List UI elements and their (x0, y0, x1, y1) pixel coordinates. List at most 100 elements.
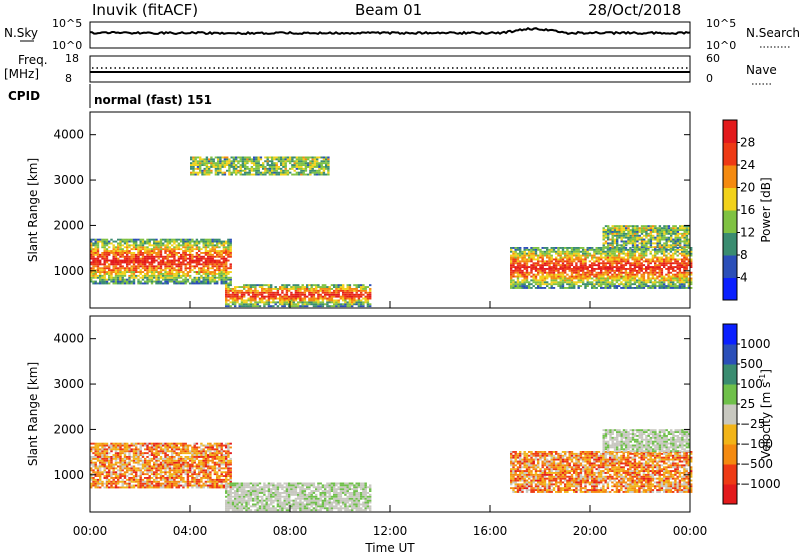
scatter-cell (596, 274, 598, 276)
scatter-cell (582, 281, 584, 283)
scatter-cell (182, 239, 184, 241)
scatter-cell (158, 243, 160, 245)
scatter-cell (200, 239, 202, 241)
scatter-cell (533, 259, 535, 261)
scatter-cell (149, 263, 151, 265)
scatter-cell (203, 262, 205, 264)
scatter-cell (279, 301, 281, 303)
scatter-cell (146, 443, 148, 445)
scatter-cell (313, 290, 315, 292)
scatter-cell (190, 172, 192, 174)
scatter-cell (551, 274, 553, 276)
scatter-cell (548, 287, 550, 289)
scatter-cell (627, 227, 629, 229)
scatter-cell (623, 268, 625, 270)
scatter-cell (306, 301, 308, 303)
scatter-cell (158, 283, 160, 285)
scatter-cell (151, 260, 153, 262)
scatter-cell (205, 252, 207, 254)
scatter-cell (625, 264, 627, 266)
scatter-cell (618, 278, 620, 280)
scatter-cell (153, 485, 155, 487)
scatter-cell (510, 266, 512, 268)
scatter-cell (360, 303, 362, 305)
scatter-cell (331, 294, 333, 296)
scatter-cell (287, 172, 289, 174)
scatter-cell (140, 248, 142, 250)
scatter-cell (329, 298, 331, 300)
scatter-cell (670, 237, 672, 239)
scatter-cell (571, 272, 573, 274)
scatter-cell (365, 292, 367, 294)
scatter-cell (234, 292, 236, 294)
scatter-cell (648, 225, 650, 227)
scatter-cell (236, 294, 238, 296)
scatter-cell (97, 443, 99, 445)
scatter-cell (672, 241, 674, 243)
scatter-cell (257, 292, 259, 294)
scatter-cell (263, 288, 265, 290)
scatter-cell (284, 300, 286, 302)
scatter-cell (155, 475, 157, 477)
scatter-cell (362, 305, 364, 307)
scatter-cell (182, 273, 184, 275)
scatter-cell (230, 305, 232, 307)
scatter-cell (149, 252, 151, 254)
scatter-cell (342, 292, 344, 294)
scatter-cell (95, 487, 97, 489)
scatter-cell (164, 246, 166, 248)
scatter-cell (250, 284, 252, 286)
scatter-cell (215, 170, 217, 172)
scatter-cell (333, 284, 335, 286)
scatter-cell (320, 286, 322, 288)
scatter-cell (115, 252, 117, 254)
scatter-cell (137, 260, 139, 262)
scatter-cell (205, 263, 207, 265)
scatter-cell (261, 300, 263, 302)
scatter-cell (654, 287, 656, 289)
scatter-cell (167, 456, 169, 458)
scatter-cell (153, 448, 155, 450)
scatter-cell (526, 262, 528, 264)
scatter-cell (113, 456, 115, 458)
scatter-cell (162, 450, 164, 452)
scatter-cell (582, 260, 584, 262)
scatter-cell (230, 281, 232, 283)
scatter-cell (261, 288, 263, 290)
scatter-cell (309, 162, 311, 164)
scatter-cell (661, 249, 663, 251)
scatter-cell (101, 279, 103, 281)
scatter-cell (668, 237, 670, 239)
scatter-cell (133, 262, 135, 264)
scatter-cell (122, 466, 124, 468)
scatter-cell (276, 172, 278, 174)
scatter-cell (656, 249, 658, 251)
scatter-cell (602, 279, 604, 281)
scatter-cell (128, 454, 130, 456)
scatter-cell (173, 252, 175, 254)
scatter-cell (126, 479, 128, 481)
scatter-cell (277, 301, 279, 303)
scatter-cell (122, 462, 124, 464)
scatter-cell (510, 276, 512, 278)
scatter-cell (259, 294, 261, 296)
scatter-cell (641, 233, 643, 235)
scatter-cell (155, 448, 157, 450)
scatter-cell (578, 259, 580, 261)
scatter-cell (629, 283, 631, 285)
scatter-cell (209, 256, 211, 258)
scatter-cell (284, 288, 286, 290)
scatter-cell (282, 158, 284, 160)
scatter-cell (344, 288, 346, 290)
scatter-cell (225, 284, 227, 286)
scatter-cell (365, 286, 367, 288)
scatter-cell (242, 160, 244, 162)
scatter-cell (99, 452, 101, 454)
scatter-cell (302, 300, 304, 302)
scatter-cell (128, 256, 130, 258)
scatter-cell (666, 242, 668, 244)
scatter-cell (205, 250, 207, 252)
scatter-cell (146, 262, 148, 264)
scatter-cell (124, 246, 126, 248)
ytick-label: 4000 (53, 128, 84, 142)
